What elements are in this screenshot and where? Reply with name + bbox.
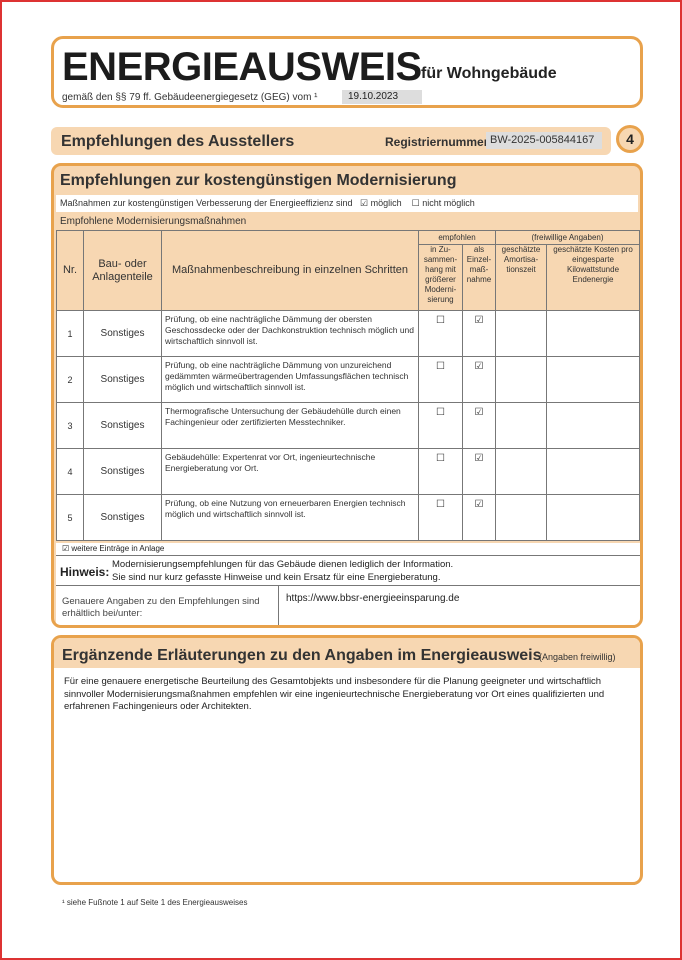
table-row: 2 Sonstiges Prüfung, ob eine nachträgliche… (56, 356, 640, 403)
law-date: 19.10.2023 (342, 90, 422, 104)
possible-line: Maßnahmen zur kostengünstigen Verbesseru… (56, 195, 638, 212)
row-in-context-checkbox[interactable]: ☐ (418, 402, 463, 449)
more-entries: ☑ weitere Einträge in Anlage (56, 543, 640, 556)
explanations-voluntary: (Angaben freiwillig) (539, 652, 616, 662)
explanations-text: Für eine genauere energetische Beurteilu… (64, 676, 605, 712)
explanations-title: Ergänzende Erläuterungen zu den Angaben … (62, 647, 542, 664)
row-nr: 2 (56, 356, 84, 403)
row-payback (495, 494, 547, 541)
row-single-checkbox[interactable]: ☑ (462, 494, 496, 541)
divider (278, 586, 279, 625)
details: Genauere Angaben zu den Empfehlungen sin… (56, 586, 640, 625)
legal-basis: gemäß den §§ 79 ff. Gebäudeenergiegesetz… (62, 92, 318, 103)
document-subtitle: für Wohngebäude (421, 65, 557, 82)
row-part: Sonstiges (83, 402, 162, 449)
note-line-1: Modernisierungsempfehlungen für das Gebä… (112, 559, 454, 570)
row-single-checkbox[interactable]: ☑ (462, 356, 496, 403)
row-description: Thermografische Untersuchung der Gebäude… (161, 402, 419, 449)
col-description: Maßnahmenbeschreibung in einzelnen Schri… (161, 230, 419, 311)
section-title: Empfehlungen des Ausstellers (61, 133, 295, 150)
row-description: Prüfung, ob eine nachträgliche Dämmung v… (161, 356, 419, 403)
row-in-context-checkbox[interactable]: ☐ (418, 356, 463, 403)
modernisation-title: Empfehlungen zur kostengünstigen Moderni… (60, 172, 457, 189)
details-label: Genauere Angaben zu den Empfehlungen sin… (62, 596, 260, 619)
row-in-context-checkbox[interactable]: ☐ (418, 448, 463, 495)
row-nr: 3 (56, 402, 84, 449)
col-voluntary: (freiwillige Angaben) (495, 230, 640, 245)
explanations-header: Ergänzende Erläuterungen zu den Angaben … (54, 638, 640, 668)
section-header: Empfehlungen des Ausstellers Registriern… (51, 127, 611, 155)
row-part: Sonstiges (83, 448, 162, 495)
row-description: Prüfung, ob eine nachträgliche Dämmung d… (161, 310, 419, 357)
registration-label: Registriernummer: (385, 135, 493, 149)
row-in-context-checkbox[interactable]: ☐ (418, 310, 463, 357)
row-payback (495, 402, 547, 449)
row-cost (546, 448, 640, 495)
footnote: ¹ siehe Fußnote 1 auf Seite 1 des Energi… (62, 898, 248, 907)
row-payback (495, 448, 547, 495)
row-part: Sonstiges (83, 310, 162, 357)
explanations-box: Ergänzende Erläuterungen zu den Angaben … (51, 635, 643, 885)
possible-text: Maßnahmen zur kostengünstigen Verbesseru… (60, 198, 353, 208)
row-single-checkbox[interactable]: ☑ (462, 448, 496, 495)
row-in-context-checkbox[interactable]: ☐ (418, 494, 463, 541)
row-description: Prüfung, ob eine Nutzung von erneuerbare… (161, 494, 419, 541)
row-single-checkbox[interactable]: ☑ (462, 402, 496, 449)
col-cost: geschätzte Kosten pro eingesparte Kilowa… (546, 244, 640, 311)
possible-label: möglich (370, 198, 402, 208)
col-nr: Nr. (56, 230, 84, 311)
col-payback: geschätzte Amortisa-tionszeit (495, 244, 547, 311)
possible-checkbox[interactable]: ☑ (360, 198, 369, 208)
table-row: 1 Sonstiges Prüfung, ob eine nachträgliche… (56, 310, 640, 357)
note-line-2: Sie sind nur kurz gefasste Hinweise und … (112, 572, 441, 583)
row-part: Sonstiges (83, 494, 162, 541)
col-single: als Einzel-maß-nahme (462, 244, 496, 311)
col-part: Bau- oder Anlagenteile (83, 230, 162, 311)
row-cost (546, 402, 640, 449)
registration-number: BW-2025-005844167 (486, 132, 602, 149)
col-recommended: empfohlen (418, 230, 496, 245)
row-payback (495, 356, 547, 403)
row-part: Sonstiges (83, 356, 162, 403)
row-nr: 4 (56, 448, 84, 495)
table-row: 3 Sonstiges Thermografische Untersuchung d… (56, 402, 640, 449)
row-cost (546, 356, 640, 403)
recommended-label: Empfohlene Modernisierungsmaßnahmen (60, 216, 247, 227)
document-title: ENERGIEAUSWEIS (62, 45, 422, 89)
row-cost (546, 310, 640, 357)
row-payback (495, 310, 547, 357)
row-single-checkbox[interactable]: ☑ (462, 310, 496, 357)
col-in-context: in Zu-sammen-hang mit größerer Moderni-s… (418, 244, 463, 311)
table-row: 4 Sonstiges Gebäudehülle: Expertenrat vor … (56, 448, 640, 495)
table-row: 5 Sonstiges Prüfung, ob eine Nutzung von e… (56, 494, 640, 541)
details-url[interactable]: https://www.bbsr-energieeinsparung.de (286, 593, 460, 604)
row-description: Gebäudehülle: Expertenrat vor Ort, ingen… (161, 448, 419, 495)
title-box: ENERGIEAUSWEIS für Wohngebäude gemäß den… (51, 36, 643, 108)
note-label: Hinweis: (60, 565, 110, 579)
not-possible-label: nicht möglich (422, 198, 475, 208)
modernisation-box: Empfehlungen zur kostengünstigen Moderni… (51, 163, 643, 628)
row-cost (546, 494, 640, 541)
row-nr: 1 (56, 310, 84, 357)
row-nr: 5 (56, 494, 84, 541)
note: Hinweis: Modernisierungsempfehlungen für… (56, 556, 640, 586)
measures-table: Nr. Bau- oder Anlagenteile Maßnahmenbesc… (56, 230, 640, 541)
not-possible-checkbox[interactable]: ☐ (411, 198, 420, 208)
page-number: 4 (616, 125, 644, 153)
